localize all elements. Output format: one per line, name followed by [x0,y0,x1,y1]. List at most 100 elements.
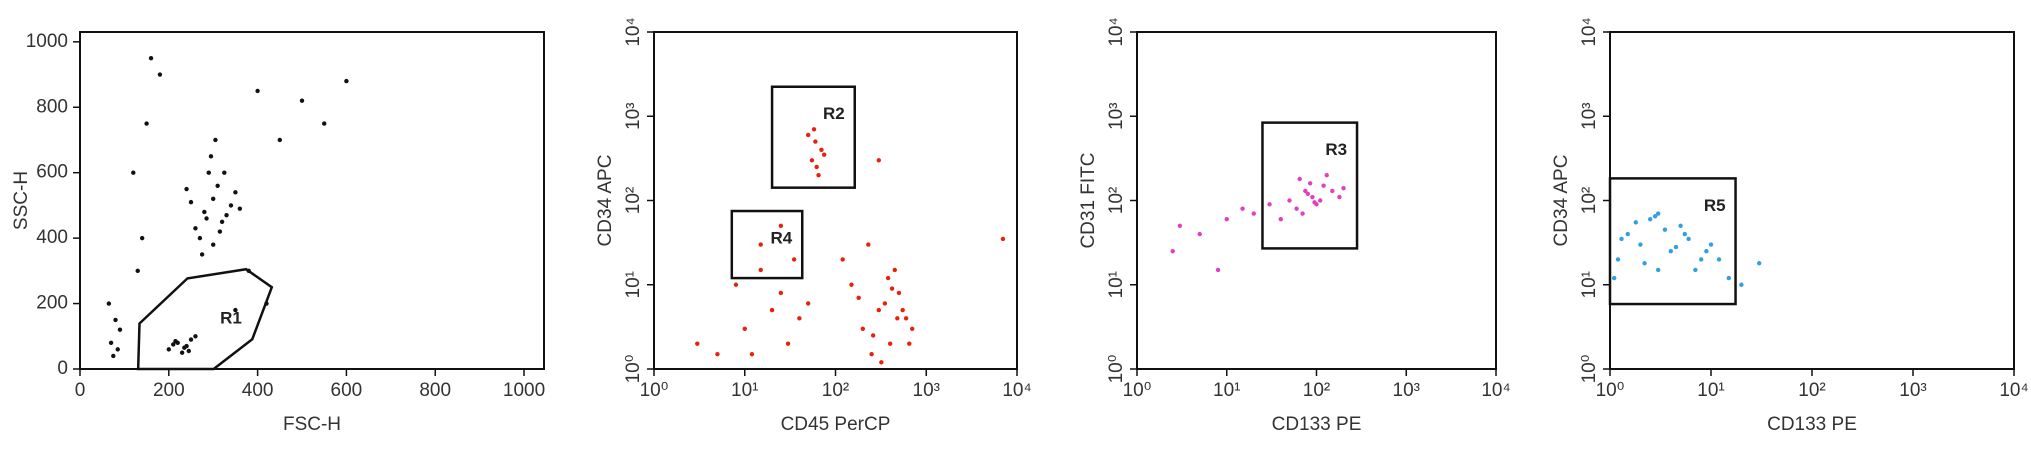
event-dot [1341,185,1346,191]
event-dot [1303,188,1308,194]
event-dot [322,121,327,126]
y-tick-label: 10¹ [1579,271,1600,298]
event-dot [217,229,223,234]
event-dot [821,152,827,157]
event-dot [1294,206,1299,211]
event-dot [1693,267,1698,273]
event-dot [1305,191,1311,197]
plot-frame [653,31,1018,370]
event-dot [188,337,194,342]
event-dot [758,267,763,273]
event-dot [1662,227,1668,232]
gate-label: R4 [771,229,793,248]
event-dot [184,186,189,192]
x-axis-label: FSC-H [283,414,341,435]
event-dot [840,257,845,262]
event-dot [1177,223,1183,229]
event-dot [805,301,811,306]
event-dot [909,326,915,332]
plot-frame [1136,31,1497,370]
gate-region [1608,177,1737,306]
event-dot [1312,200,1317,205]
x-tick-label: 10¹ [1213,380,1240,401]
event-dot [193,226,198,231]
x-axis-label: CD133 PE [1767,414,1857,435]
event-dot [778,223,784,229]
x-tick-label: 10⁴ [1002,380,1031,401]
x-tick-label: 800 [419,380,451,401]
x-tick-label: 10³ [913,380,940,401]
event-dot [117,327,123,332]
event-dot [182,345,187,350]
event-dot [778,290,784,296]
event-dot [715,351,720,357]
gate-region [770,85,857,189]
event-dot [1647,216,1653,222]
event-dot [277,137,283,143]
event-dot [1240,206,1245,211]
x-tick-label: 400 [242,380,274,401]
event-dot [1197,231,1202,237]
event-dot [869,351,874,357]
event-dot [1686,236,1691,242]
event-dot [1704,249,1709,254]
event-dot [213,137,218,143]
event-dot [1321,183,1326,188]
event-dot [1251,211,1256,216]
x-tick-label: 10⁴ [1481,380,1510,401]
event-dot [758,242,763,247]
event-dot [809,158,815,163]
event-dot [1170,249,1175,254]
event-dot [1215,267,1221,273]
y-axis-label: CD34 APC [595,155,616,247]
event-dot [108,340,114,346]
event-dot [299,98,305,103]
y-tick-label: 10⁴ [623,17,644,46]
event-dot [885,275,891,281]
event-dot [733,282,739,287]
event-dot [111,353,116,359]
event-dot [1668,249,1674,254]
event-dot [344,78,349,84]
event-dot [866,242,871,247]
x-tick-label: 10¹ [731,380,758,401]
event-dot [193,334,198,339]
x-tick-label: 10² [822,380,849,401]
event-dot [1224,216,1229,222]
x-tick-label: 10⁰ [640,380,669,401]
event-dot [1699,257,1704,262]
event-dot [144,121,149,126]
event-dot [135,268,140,274]
event-dot [1287,198,1292,203]
event-dot [876,307,881,313]
event-dot [131,170,136,175]
event-dot [211,196,216,202]
x-axis-label: CD133 PE [1272,414,1362,435]
event-dot [206,170,211,175]
event-dot [1297,176,1302,182]
event-dot [887,341,893,346]
event-dot [695,341,700,346]
x-axis-label: CD45 PerCP [781,414,891,435]
event-dot [797,316,802,321]
event-dot [199,252,205,257]
gate-label: R5 [1704,196,1726,215]
event-dot [876,158,881,163]
y-tick-label: 10¹ [1106,271,1127,298]
event-dot [879,360,884,365]
x-tick-label: 10⁴ [1999,380,2028,401]
x-tick-label: 600 [331,380,363,401]
event-dot [215,183,220,188]
event-dot [1682,231,1687,237]
event-dot [896,290,902,296]
event-dot [860,326,866,332]
y-tick-label: 10² [623,187,644,214]
event-dot [742,326,747,332]
event-dot [1278,216,1283,222]
event-dot [219,219,225,224]
event-dot [255,88,260,94]
event-dot [811,127,817,132]
event-dot [1324,172,1329,178]
event-dot [1307,181,1313,186]
event-dot [816,172,821,178]
